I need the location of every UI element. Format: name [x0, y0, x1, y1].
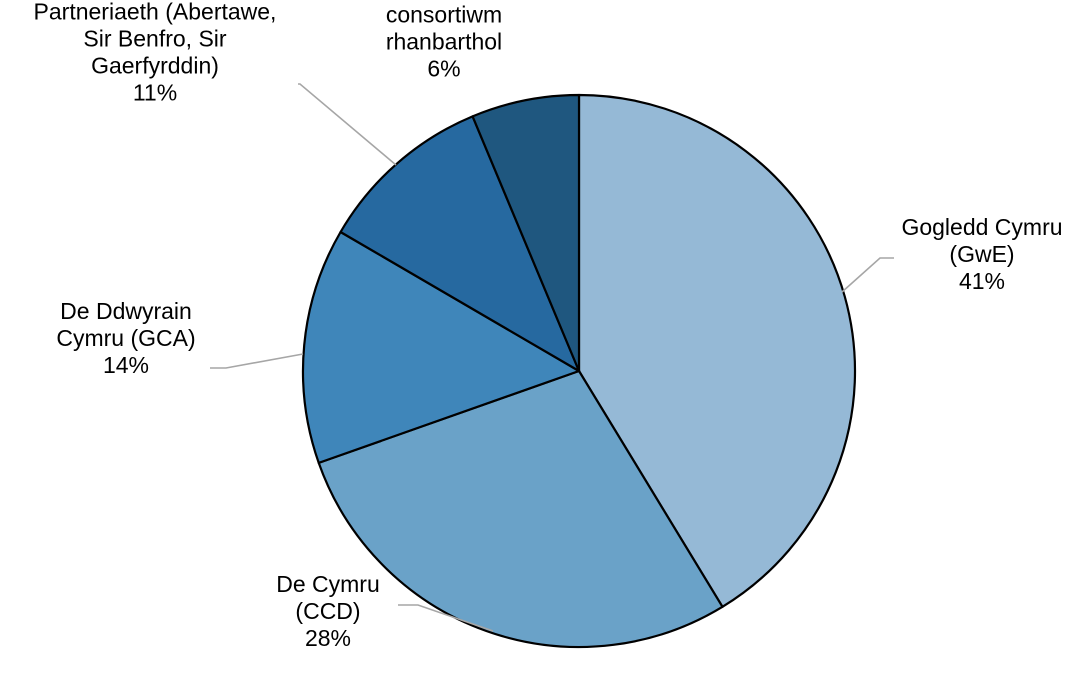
- pie-slices: [301, 93, 857, 649]
- leader-line: [298, 83, 397, 166]
- data-labels: Gogledd Cymru (GwE) 41%De Cymru (CCD) 28%De …: [34, 0, 1063, 651]
- slice-name-line: De Cymru: [276, 571, 380, 597]
- slice-name-line: (CCD): [295, 598, 360, 624]
- pie-slice: [471, 93, 581, 373]
- slice-name-line: Cymru (GCA): [56, 325, 195, 351]
- slice-name-line: Partneriaeth (Abertawe,: [34, 0, 277, 25]
- slice-name-line: Sir Benfro, Sir: [83, 26, 226, 52]
- pie-slice: [577, 93, 857, 608]
- slice-label: Gogledd Cymru (GwE) 41%: [901, 214, 1062, 294]
- slice-name-line: consortiwm: [386, 2, 502, 28]
- slice-name-line: rhanbarthol: [386, 29, 502, 55]
- pie-slice: [339, 115, 581, 373]
- slice-label: Partneriaeth (Abertawe, Sir Benfro, Sir Ga…: [34, 0, 277, 106]
- leader-line: [841, 257, 894, 293]
- slice-percent-label: 6%: [427, 56, 460, 82]
- pie-slice: [301, 230, 581, 464]
- slice-name-line: Ddim mewn: [383, 0, 504, 1]
- slice-name-line: Gogledd Cymru: [901, 214, 1062, 240]
- slice-percent-label: 41%: [959, 268, 1005, 294]
- slice-name-line: Gaerfyrddin): [91, 53, 219, 79]
- leader-line: [210, 353, 304, 369]
- leader-lines: [210, 83, 894, 632]
- slice-name-line: (GwE): [949, 241, 1014, 267]
- slice-label: De Cymru (CCD) 28%: [276, 571, 380, 651]
- slice-percent-label: 14%: [103, 352, 149, 378]
- slice-name-line: De Ddwyrain: [60, 298, 192, 324]
- slice-percent-label: 28%: [305, 625, 351, 651]
- slice-percent-label: 11%: [133, 80, 177, 106]
- slice-label: Ddim mewnconsortiwmrhanbarthol6%: [383, 0, 504, 82]
- pie-slice: [317, 369, 724, 649]
- leader-line: [398, 604, 494, 632]
- slice-label: De Ddwyrain Cymru (GCA) 14%: [56, 298, 195, 378]
